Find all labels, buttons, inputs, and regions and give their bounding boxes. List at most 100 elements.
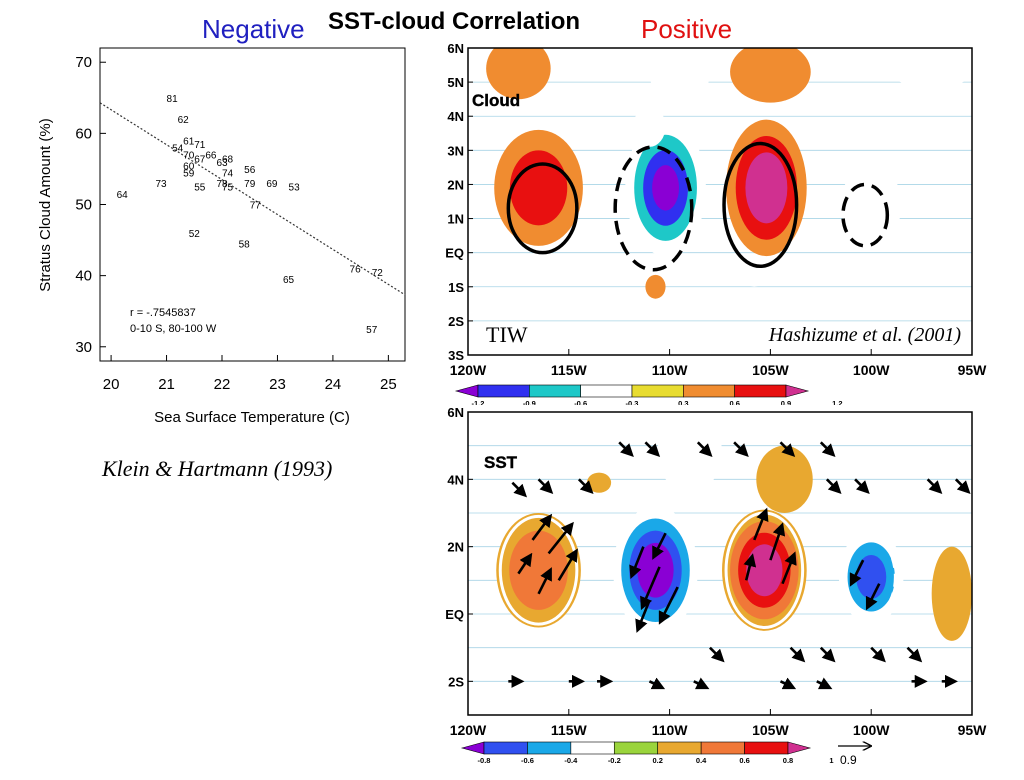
lat-label: 6N bbox=[447, 405, 464, 420]
colorbar-tick-label: -0.2 bbox=[608, 756, 621, 765]
hashizume-citation: Hashizume et al. (2001) bbox=[768, 324, 962, 346]
anomaly-level bbox=[645, 274, 666, 299]
sst-white-contours bbox=[498, 511, 897, 629]
cloud-lon-labels: 120W 115W 110W 105W 100W 95W bbox=[450, 349, 987, 378]
wind-vector bbox=[693, 677, 710, 690]
anomaly-blob bbox=[657, 412, 723, 493]
scatter-point: 76 bbox=[350, 265, 362, 276]
wind-vector bbox=[926, 478, 943, 495]
sst-anomaly-fill bbox=[496, 412, 972, 641]
wind-vector bbox=[644, 441, 661, 457]
lon-label: 115W bbox=[551, 362, 588, 378]
cloud-map: 120W 115W 110W 105W 100W 95W 6N 5N 4N 3N 2N 1N EQ 1S… bbox=[445, 41, 987, 405]
anomaly-level bbox=[486, 48, 551, 100]
wind-vector bbox=[825, 478, 842, 495]
colorbar-segment bbox=[527, 741, 572, 755]
anomaly-blob bbox=[840, 163, 902, 246]
lat-label: EQ bbox=[445, 246, 464, 261]
anomaly-level bbox=[746, 544, 783, 597]
x-tick-label: 23 bbox=[269, 376, 286, 393]
scatter-point: 78 bbox=[216, 179, 228, 190]
anomaly-level bbox=[756, 445, 813, 513]
anomaly-blob bbox=[645, 274, 666, 299]
contour bbox=[613, 145, 694, 272]
wind-vector bbox=[819, 441, 836, 457]
scatter-point: 54 bbox=[172, 144, 184, 155]
colorbar-tick-label: -0.6 bbox=[574, 399, 587, 405]
contour bbox=[841, 535, 897, 619]
contour bbox=[506, 162, 579, 255]
wind-vectors bbox=[508, 441, 971, 690]
wind-vector bbox=[870, 646, 886, 663]
sst-lat-labels: 6N 4N 2N EQ 2S bbox=[445, 405, 473, 689]
colorbar-tick-label: -0.8 bbox=[478, 756, 491, 765]
anomaly-level bbox=[840, 163, 902, 246]
scatter-point: 60 bbox=[183, 161, 195, 172]
wind-vector bbox=[819, 646, 836, 663]
wind-vector bbox=[652, 532, 667, 560]
wind-vector bbox=[658, 586, 679, 625]
cloud-anomaly-fill bbox=[486, 48, 972, 299]
scatter-point: 61 bbox=[183, 136, 195, 147]
anomaly-blob bbox=[613, 506, 698, 635]
colorbar-tick-label: 1.2 bbox=[832, 399, 842, 405]
wind-vector bbox=[753, 507, 769, 541]
scatter-point: 72 bbox=[372, 268, 384, 279]
colorbar-low-arrow bbox=[460, 741, 485, 755]
x-tick-label: 25 bbox=[380, 376, 397, 393]
lat-label: 5N bbox=[447, 75, 464, 90]
sst-title: SST bbox=[484, 453, 518, 472]
anomaly-blob bbox=[887, 48, 972, 89]
sst-map: 120W 115W 110W 105W 100W 95W 6N 4N 2N EQ 2S SST -… bbox=[445, 405, 987, 767]
anomaly-level bbox=[887, 48, 972, 89]
colorbar-tick-label: -1.2 bbox=[472, 399, 485, 405]
anomaly-blob bbox=[730, 48, 811, 103]
anomaly-blob bbox=[726, 119, 807, 257]
colorbar-tick-label: 0.8 bbox=[783, 756, 793, 765]
colorbar-tick-label: -0.4 bbox=[564, 756, 578, 765]
wind-vector bbox=[769, 522, 786, 561]
wind-vector bbox=[635, 600, 651, 633]
wind-vector bbox=[517, 552, 533, 575]
scatter-point: 68 bbox=[222, 154, 234, 165]
wind-vector bbox=[789, 646, 806, 663]
colorbar-tick-label: 0.6 bbox=[729, 399, 739, 405]
sst-lon-labels: 120W 115W 110W 105W 100W 95W bbox=[450, 709, 987, 738]
scatter-point: 59 bbox=[183, 168, 195, 179]
anomaly-level bbox=[637, 542, 674, 598]
scatter-point: 67 bbox=[194, 154, 206, 165]
scatter-point: 63 bbox=[216, 158, 228, 169]
scatter-xlabel: Sea Surface Temperature (C) bbox=[154, 409, 350, 426]
contour bbox=[615, 511, 696, 629]
lon-label: 120W bbox=[450, 722, 487, 738]
colorbar-segment bbox=[683, 384, 735, 398]
anomaly-level bbox=[730, 48, 811, 103]
contour bbox=[498, 514, 579, 626]
y-tick-label: 60 bbox=[75, 125, 92, 142]
lat-label: 3S bbox=[448, 348, 464, 363]
x-tick-label: 22 bbox=[214, 376, 231, 393]
lat-label: 2S bbox=[448, 674, 464, 689]
anomaly-level bbox=[649, 48, 710, 106]
y-tick-label: 50 bbox=[75, 197, 92, 214]
wind-vector bbox=[854, 478, 870, 495]
scatter-point: 66 bbox=[205, 151, 217, 162]
colorbar-segment bbox=[631, 384, 684, 398]
contour bbox=[841, 182, 890, 248]
anomaly-level bbox=[742, 259, 767, 287]
colorbar-segment bbox=[744, 741, 789, 755]
lat-label: 4N bbox=[447, 472, 464, 487]
anomaly-blob bbox=[756, 445, 813, 513]
wind-vector bbox=[511, 481, 528, 498]
colorbar-low-arrow bbox=[454, 384, 479, 398]
wind-vector bbox=[577, 478, 594, 495]
lat-label: 1S bbox=[448, 280, 464, 295]
lat-label: 2S bbox=[448, 314, 464, 329]
scatter-point: 55 bbox=[194, 183, 206, 194]
lon-label: 105W bbox=[752, 362, 789, 378]
wind-vector bbox=[906, 646, 923, 663]
anomaly-blob bbox=[494, 129, 583, 246]
